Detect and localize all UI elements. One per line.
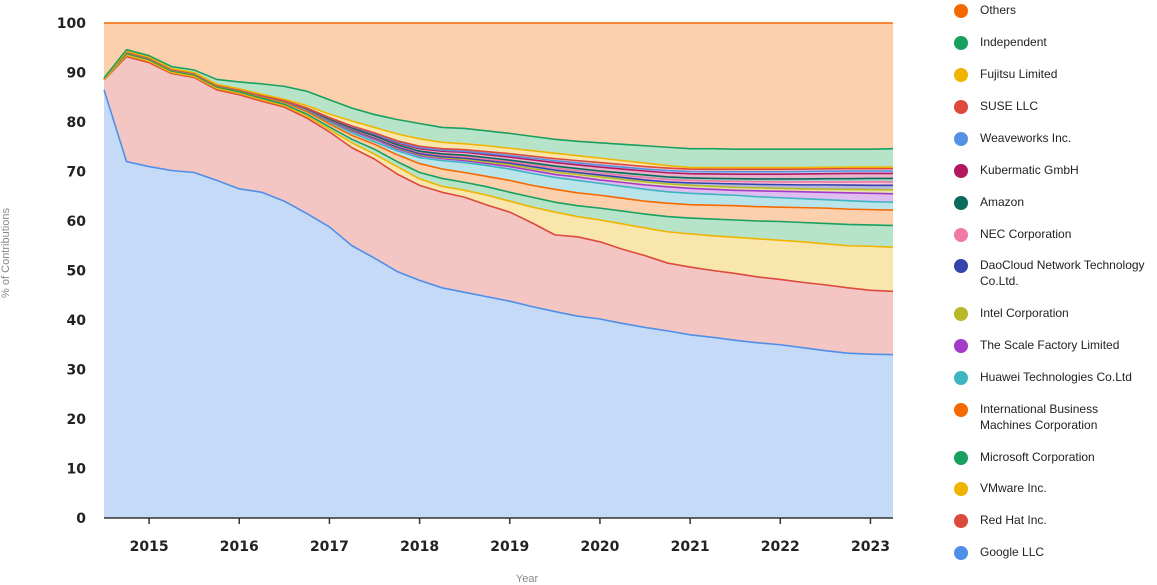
legend-label: SUSE LLC bbox=[980, 99, 1039, 113]
x-axis-title: Year bbox=[516, 573, 539, 585]
legend-swatch bbox=[954, 228, 968, 242]
axes bbox=[104, 517, 893, 524]
y-tick-label: 20 bbox=[67, 412, 87, 428]
legend-label: Red Hat Inc. bbox=[980, 513, 1047, 527]
x-tick-label: 2018 bbox=[400, 539, 439, 555]
legend-swatch bbox=[954, 514, 968, 528]
line-red-hat-inc- bbox=[103, 55, 894, 293]
y-tick-label: 100 bbox=[57, 16, 86, 32]
legend-label: Others bbox=[980, 3, 1017, 17]
legend-item: Weaveworks Inc. bbox=[954, 130, 1150, 146]
legend-label: Google LLC bbox=[980, 545, 1045, 559]
x-tick-labels: 2015 2016 2017 2018 2019 2020 2021 2022 2023 bbox=[130, 539, 890, 555]
legend-item: VMware Inc. bbox=[954, 480, 1150, 496]
legend-label: Independent bbox=[980, 35, 1047, 49]
legend-item: Microsoft Corporation bbox=[954, 449, 1150, 465]
x-tick-label: 2020 bbox=[580, 539, 619, 555]
x-tick-label: 2021 bbox=[671, 539, 710, 555]
legend-item: DaoCloud Network Technology Co.Ltd. bbox=[954, 257, 1150, 289]
legend-swatch bbox=[954, 36, 968, 50]
x-tick-label: 2016 bbox=[220, 539, 259, 555]
series-lines bbox=[103, 22, 894, 356]
legend-swatch bbox=[954, 4, 968, 18]
legend-label: Intel Corporation bbox=[980, 306, 1069, 320]
legend-item: Kubermatic GmbH bbox=[954, 162, 1150, 178]
legend-label: Microsoft Corporation bbox=[980, 450, 1095, 464]
area-independent bbox=[104, 49, 893, 168]
area-series bbox=[104, 23, 893, 518]
legend-label: Fujitsu Limited bbox=[980, 67, 1058, 81]
y-tick-label: 10 bbox=[67, 462, 87, 478]
legend-item: Intel Corporation bbox=[954, 305, 1150, 321]
x-tick-label: 2015 bbox=[130, 539, 169, 555]
legend-label: The Scale Factory Limited bbox=[980, 338, 1120, 352]
line-microsoft-corporation bbox=[103, 52, 894, 227]
area-red-hat-inc- bbox=[104, 56, 893, 355]
legend-swatch bbox=[954, 100, 968, 114]
legend-swatch bbox=[954, 482, 968, 496]
y-tick-label: 60 bbox=[67, 214, 87, 230]
legend-item: Independent bbox=[954, 34, 1150, 50]
legend-swatch bbox=[954, 451, 968, 465]
legend-item: The Scale Factory Limited bbox=[954, 337, 1150, 353]
legend-swatch bbox=[954, 196, 968, 210]
y-tick-label: 50 bbox=[67, 264, 87, 280]
legend-swatch bbox=[954, 68, 968, 82]
legend-label: VMware Inc. bbox=[980, 481, 1047, 495]
legend-swatch bbox=[954, 259, 968, 273]
legend-label: Kubermatic GmbH bbox=[980, 163, 1079, 177]
legend-label: DaoCloud Network Technology Co.Ltd. bbox=[980, 258, 1145, 288]
area-google-llc bbox=[104, 89, 893, 518]
legend-swatch bbox=[954, 307, 968, 321]
legend-item: Fujitsu Limited bbox=[954, 66, 1150, 82]
y-tick-label: 80 bbox=[67, 115, 87, 131]
x-tick-label: 2017 bbox=[310, 539, 349, 555]
legend-item: NEC Corporation bbox=[954, 226, 1150, 242]
line-google-llc bbox=[103, 89, 894, 356]
legend-item: Google LLC bbox=[954, 544, 1150, 560]
x-tick-label: 2022 bbox=[761, 539, 800, 555]
y-axis-title: % of Contributions bbox=[0, 208, 12, 298]
legend-item: Amazon bbox=[954, 194, 1150, 210]
legend-item: International Business Machines Corporat… bbox=[954, 401, 1150, 433]
legend-swatch bbox=[954, 546, 968, 560]
line-vmware-inc- bbox=[103, 54, 894, 249]
legend-label: Weaveworks Inc. bbox=[980, 131, 1072, 145]
x-tick-label: 2019 bbox=[490, 539, 529, 555]
line-independent bbox=[103, 48, 894, 151]
legend-item: Huawei Technologies Co.Ltd bbox=[954, 369, 1150, 385]
legend-label: NEC Corporation bbox=[980, 227, 1072, 241]
legend-label: Huawei Technologies Co.Ltd bbox=[980, 370, 1132, 384]
legend-item: Red Hat Inc. bbox=[954, 512, 1150, 528]
line-fujitsu-limited bbox=[103, 50, 893, 169]
y-tick-label: 70 bbox=[67, 165, 87, 181]
y-tick-label: 40 bbox=[67, 313, 87, 329]
legend-swatch bbox=[954, 339, 968, 353]
legend-swatch bbox=[954, 164, 968, 178]
legend-label: Amazon bbox=[980, 195, 1025, 209]
y-tick-label: 0 bbox=[76, 511, 86, 527]
legend-item: Others bbox=[954, 2, 1150, 18]
y-tick-labels: 0 10 20 30 40 50 60 70 80 90 100 bbox=[57, 16, 86, 527]
y-tick-label: 30 bbox=[67, 363, 87, 379]
x-tick-label: 2023 bbox=[851, 539, 890, 555]
legend-swatch bbox=[954, 403, 968, 417]
legend-swatch bbox=[954, 132, 968, 146]
y-tick-label: 90 bbox=[67, 66, 87, 82]
legend-label: International Business Machines Corporat… bbox=[980, 402, 1099, 432]
area-others bbox=[104, 23, 893, 150]
legend-item: SUSE LLC bbox=[954, 98, 1150, 114]
legend-swatch bbox=[954, 371, 968, 385]
